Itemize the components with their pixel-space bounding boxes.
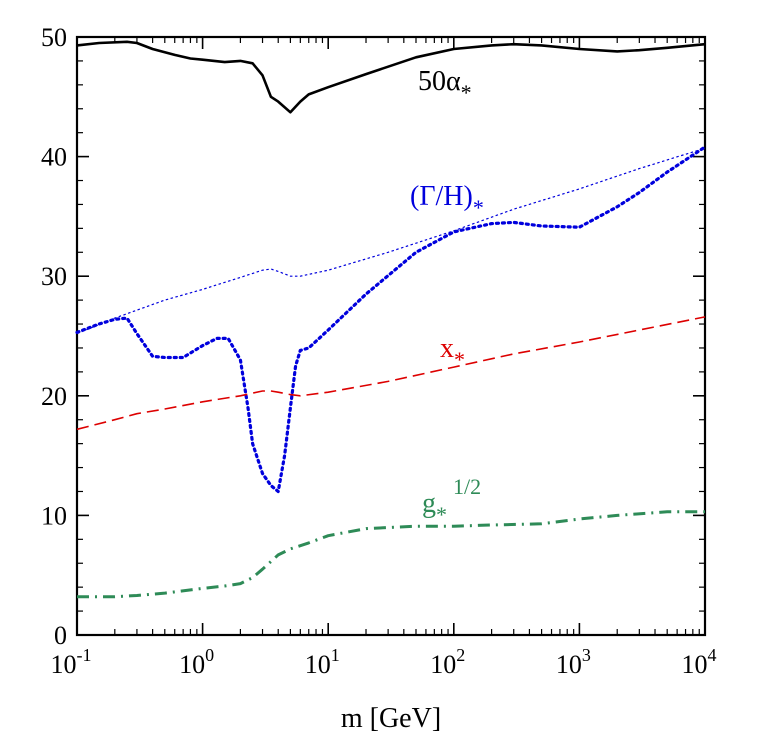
axis-tick-labels: 10-1 100 101 102 103 104 0 10 20 30 40 50 — [41, 23, 717, 679]
x-tick-label: 10-1 — [51, 645, 92, 679]
series-line-1 — [75, 145, 707, 494]
series-label-3: x* — [440, 333, 465, 372]
x-tick-label: 100 — [179, 645, 214, 679]
plot-frame — [75, 35, 707, 637]
y-tick-label: 10 — [41, 501, 67, 530]
y-tick-label: 30 — [41, 262, 67, 291]
series-label-4: g*1/2 — [422, 474, 481, 527]
series-label-1: (Γ/H)* — [410, 181, 484, 220]
x-tick-label: 102 — [430, 645, 465, 679]
series-line-3 — [76, 316, 706, 431]
y-tick-label: 40 — [41, 143, 67, 172]
y-tick-label: 0 — [54, 621, 67, 650]
x-tick-label: 101 — [305, 645, 340, 679]
y-tick-label: 50 — [41, 23, 67, 52]
axis-ticks — [76, 36, 706, 636]
series-line-2 — [76, 147, 706, 335]
series-label-0: 50α* — [418, 66, 472, 105]
y-tick-label: 20 — [41, 382, 67, 411]
plot-border — [75, 35, 707, 637]
series-line-0 — [76, 40, 706, 114]
series-lines — [75, 40, 707, 599]
series-line-4 — [77, 510, 705, 599]
x-tick-label: 104 — [682, 645, 717, 679]
series-labels: 50α* (Γ/H)* x* g*1/2 — [410, 66, 484, 527]
x-axis-title: m [GeV] — [341, 703, 441, 734]
x-tick-label: 103 — [556, 645, 591, 679]
